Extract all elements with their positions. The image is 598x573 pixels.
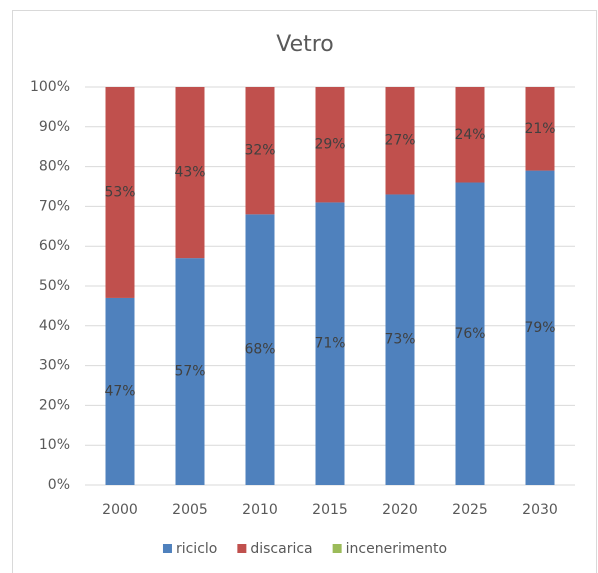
bar-segment (105, 297, 135, 485)
x-tick-label: 2025 (452, 502, 488, 518)
data-label: 57% (174, 364, 205, 380)
data-label: 68% (244, 342, 275, 358)
bar-segment (315, 202, 345, 486)
bar-segment (385, 87, 415, 195)
data-label: 53% (104, 184, 135, 200)
data-label: 79% (524, 320, 555, 336)
x-tick-label: 2020 (382, 502, 418, 518)
chart-title: Vetro (276, 32, 334, 57)
y-tick-label: 20% (39, 397, 70, 413)
bar-segment (175, 87, 205, 259)
y-tick-label: 50% (39, 278, 70, 294)
data-label: 29% (314, 137, 345, 153)
x-tick-label: 2010 (242, 502, 278, 518)
x-tick-label: 2015 (312, 502, 348, 518)
bar-segment (245, 87, 275, 215)
legend-label: incenerimento (346, 541, 447, 557)
data-label: 21% (524, 121, 555, 137)
bar-segment (385, 194, 415, 485)
x-tick-label: 2030 (522, 502, 558, 518)
bar-segment (525, 170, 555, 485)
bar-segment (455, 87, 485, 183)
y-tick-label: 100% (30, 79, 70, 95)
data-label: 71% (314, 336, 345, 352)
legend-swatch (162, 544, 172, 553)
y-tick-label: 90% (39, 119, 70, 135)
chart-border (12, 10, 597, 573)
y-tick-label: 10% (39, 437, 70, 453)
legend-swatch (237, 544, 247, 553)
bar-segment (245, 214, 275, 486)
bar-segment (315, 87, 345, 203)
y-tick-label: 80% (39, 159, 70, 175)
bar-segment (175, 258, 205, 485)
bar-segment (455, 182, 485, 485)
data-label: 76% (454, 326, 485, 342)
data-label: 43% (174, 165, 205, 181)
bar-segment (525, 87, 555, 171)
y-tick-label: 60% (39, 238, 70, 254)
legend-label: riciclo (176, 541, 217, 557)
x-tick-label: 2005 (172, 502, 208, 518)
y-tick-label: 0% (48, 477, 70, 493)
y-tick-label: 70% (39, 198, 70, 214)
data-label: 47% (104, 383, 135, 399)
y-tick-label: 40% (39, 318, 70, 334)
bar-segment (105, 87, 135, 298)
data-label: 32% (244, 143, 275, 159)
data-label: 73% (384, 332, 415, 348)
data-label: 27% (384, 133, 415, 149)
y-tick-label: 30% (39, 358, 70, 374)
legend-label: discarica (250, 541, 312, 557)
x-tick-label: 2000 (102, 502, 138, 518)
legend-swatch (332, 544, 342, 553)
data-label: 24% (454, 127, 485, 143)
